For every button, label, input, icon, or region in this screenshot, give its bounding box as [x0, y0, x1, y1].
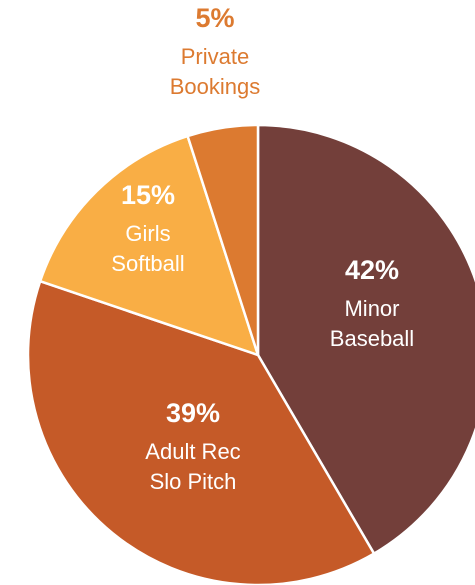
slice-label: Adult Rec	[145, 439, 240, 464]
pie-slice	[186, 123, 260, 356]
slice-label: Girls	[125, 221, 170, 246]
slice-label: Softball	[111, 251, 184, 276]
slice-percent: 42%	[345, 255, 399, 285]
slice-label: Bookings	[170, 74, 261, 99]
slice-label: Slo Pitch	[150, 469, 237, 494]
pie-slice	[38, 134, 260, 357]
pie-slice	[26, 279, 376, 585]
slice-label: Private	[181, 44, 249, 69]
slice-percent: 39%	[166, 398, 220, 428]
slice-label: Minor	[344, 296, 399, 321]
slice-percent: 5%	[195, 3, 234, 33]
slice-percent: 15%	[121, 180, 175, 210]
slice-label: Baseball	[330, 326, 414, 351]
